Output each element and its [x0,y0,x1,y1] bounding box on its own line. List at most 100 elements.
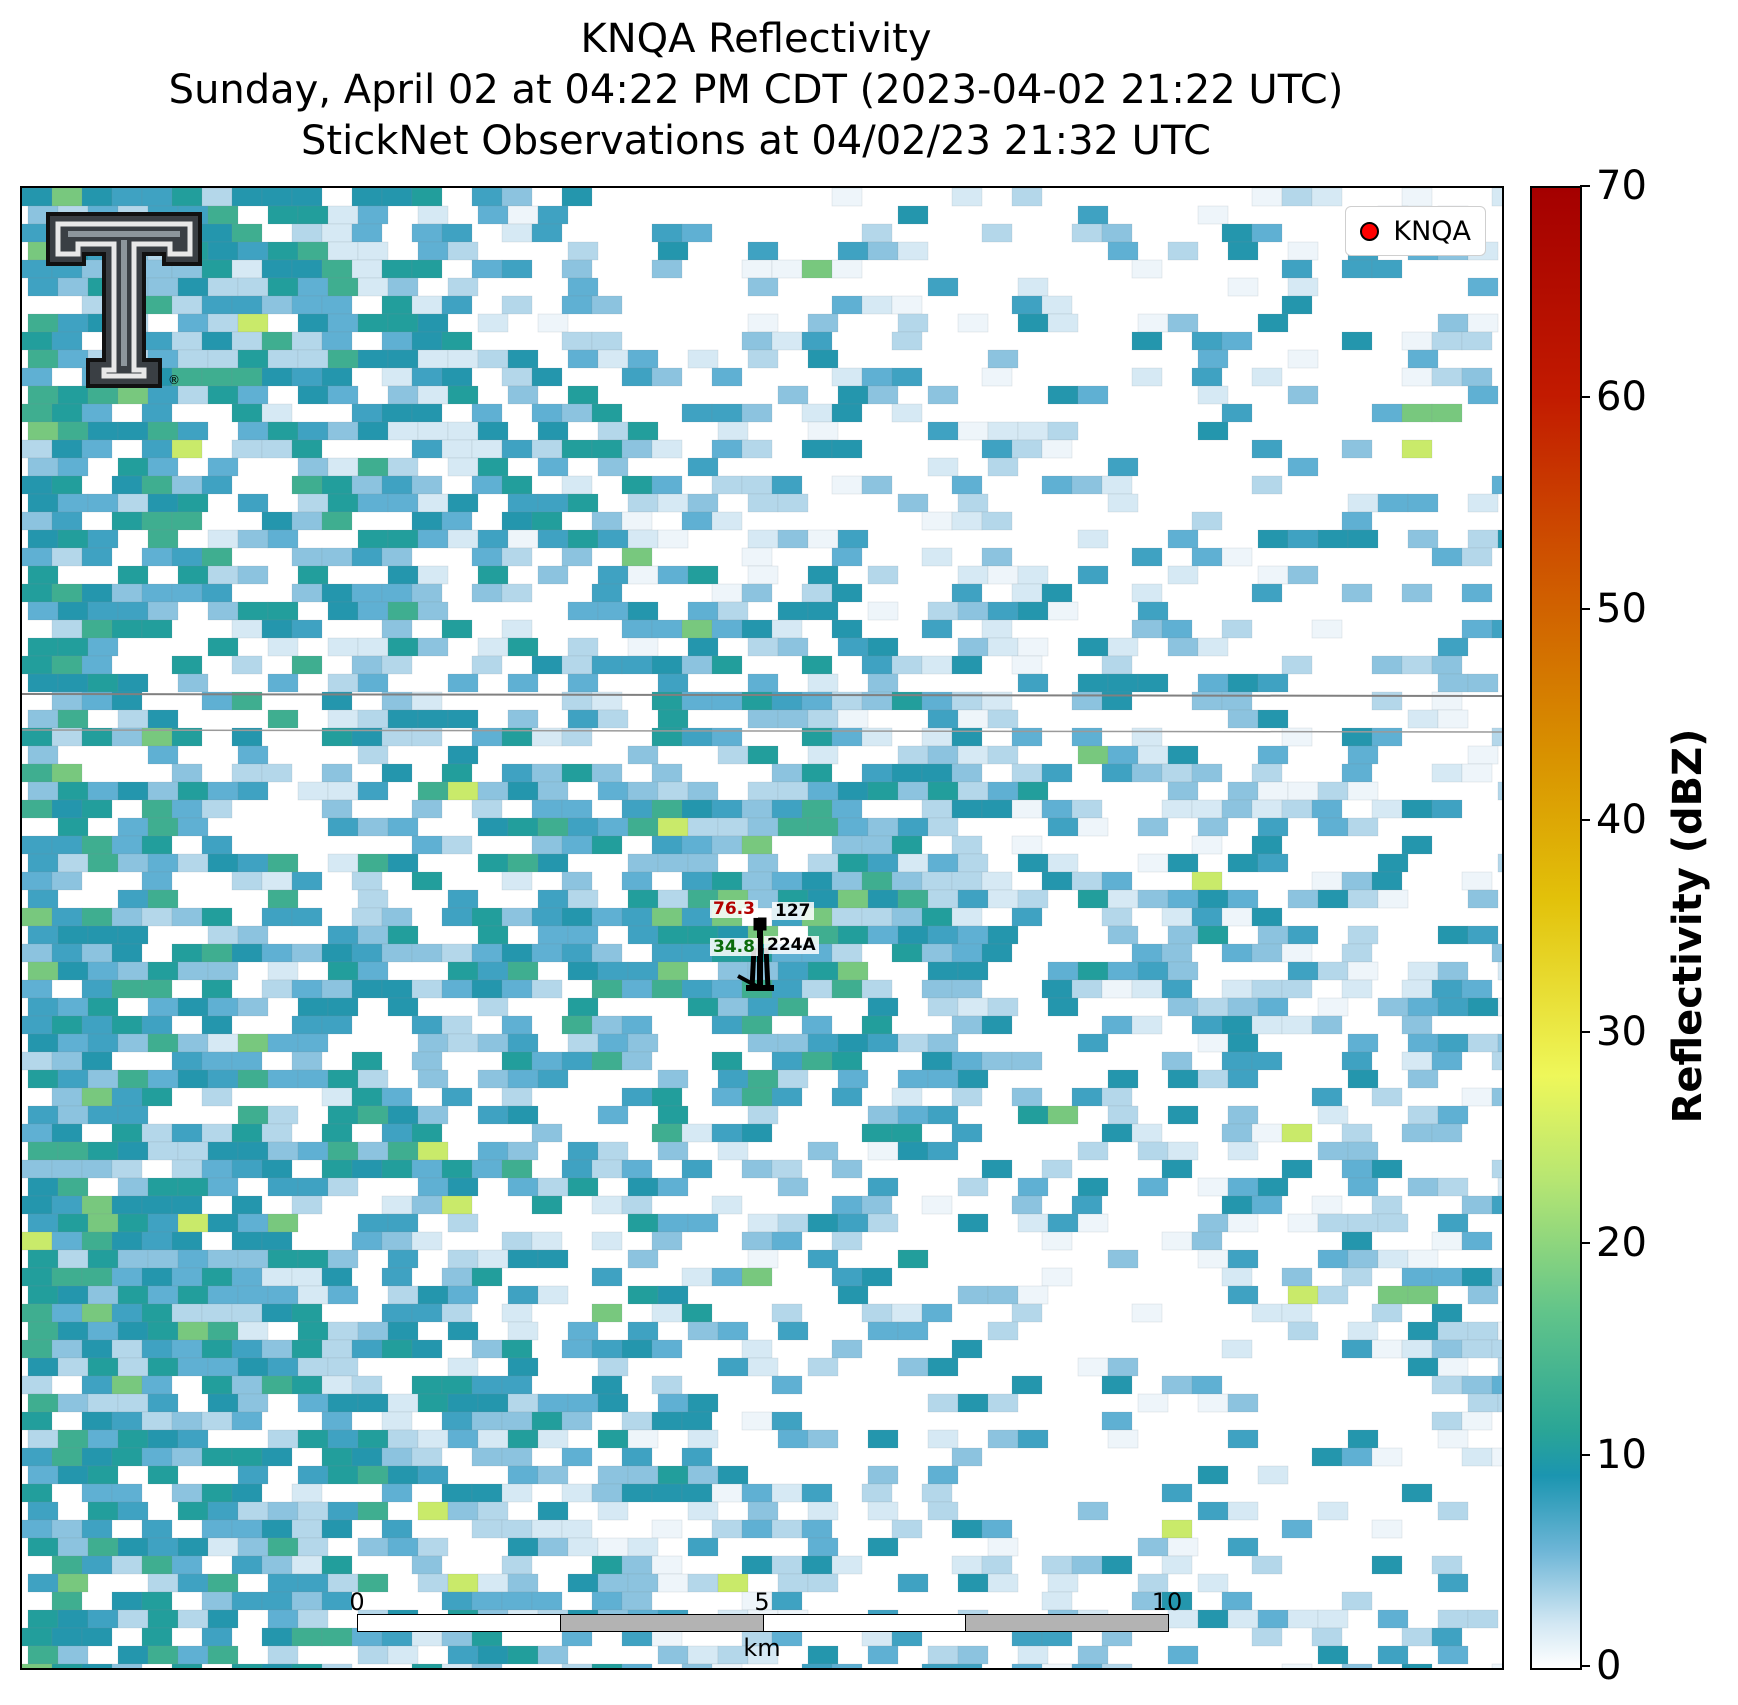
radar-gate-cell [22,835,53,855]
radar-gate-cell [471,1159,503,1179]
radar-gate-cell [237,1249,269,1269]
radar-gate-cell [957,853,989,873]
radar-gate-cell [1407,1249,1439,1269]
radar-gate-cell [1101,223,1133,243]
radar-gate-cell [447,493,479,513]
radar-gate-cell [597,817,629,837]
radar-gate-cell [771,475,803,495]
radar-gate-cell [1377,889,1409,909]
radar-gate-cell [1047,1105,1079,1125]
radar-gate-cell [111,1159,143,1179]
radar-gate-cell [111,188,143,207]
colorbar-tick-label: 60 [1596,374,1647,421]
radar-gate-cell [291,439,323,459]
radar-gate-cell [231,259,263,279]
radar-gate-cell [687,997,719,1017]
radar-gate-cell [1167,1645,1199,1665]
radar-gate-cell [27,493,59,513]
radar-gate-cell [87,1285,119,1305]
radar-gate-cell [237,349,269,369]
radar-gate-cell [22,1339,53,1359]
radar-gate-cell [987,745,1019,765]
radar-gate-cell [201,1627,233,1647]
radar-gate-cell [387,1645,419,1665]
radar-gate-cell [1227,889,1259,909]
title-line-1: KNQA Reflectivity [580,16,932,62]
radar-gate-cell [22,1483,53,1503]
radar-gate-cell [1137,601,1169,621]
radar-gate-cell [177,1177,209,1197]
radar-gate-cell [681,1447,713,1467]
radar-gate-cell [207,385,239,405]
radar-gate-cell [1197,349,1229,369]
radar-gate-cell [777,529,809,549]
radar-gate-cell [1011,799,1043,819]
radar-gate-cell [981,1015,1013,1035]
radar-gate-cell [117,1105,149,1125]
radar-gate-cell [237,781,269,801]
radar-gate-cell [477,1393,509,1413]
radar-gate-cell [387,637,419,657]
radar-gate-cell [27,457,59,477]
radar-gate-cell [297,349,329,369]
radar-gate-cell [387,1393,419,1413]
radar-gate-cell [1371,871,1403,891]
radar-gate-cell [651,943,683,963]
radar-gate-cell [867,1501,899,1521]
radar-gate-cell [747,817,779,837]
radar-gate-cell [417,241,449,261]
radar-gate-cell [927,457,959,477]
radar-gate-cell [1197,817,1229,837]
radar-gate-cell [291,223,323,243]
radar-gate-cell [117,1393,149,1413]
radar-gate-cell [117,961,149,981]
radar-gate-cell [27,781,59,801]
radar-gate-cell [201,188,233,207]
radar-gate-cell [1251,1051,1283,1071]
radar-gate-cell [1287,349,1319,369]
radar-gate-cell [981,1519,1013,1539]
radar-gate-cell [147,817,179,837]
radar-gate-cell [27,889,59,909]
radar-gate-cell [1347,493,1379,513]
radar-gate-cell [207,565,239,585]
radar-gate-cell [387,277,419,297]
radar-gate-cell [1221,331,1253,351]
radar-gate-cell [477,817,509,837]
radar-gate-cell [357,1537,389,1557]
radar-gate-cell [921,1195,953,1215]
radar-gate-cell [261,979,293,999]
radar-gate-cell [381,475,413,495]
radar-gate-cell [177,1357,209,1377]
radar-gate-cell [1257,529,1289,549]
radar-gate-cell [1317,1141,1349,1161]
radar-gate-cell [51,1555,83,1575]
radar-gate-cell [627,1465,659,1485]
radar-gate-cell [597,349,629,369]
radar-gate-cell [177,1249,209,1269]
radar-gate-cell [1281,943,1313,963]
radar-gate-cell [441,907,473,927]
radar-gate-cell [1287,1285,1319,1305]
radar-gate-cell [22,1519,53,1539]
radar-gate-cell [507,205,539,225]
radar-gate-cell [237,1393,269,1413]
radar-gate-cell [1161,763,1193,783]
radar-gate-cell [267,1069,299,1089]
radar-gate-cell [327,1285,359,1305]
radar-gate-cell [171,1339,203,1359]
radar-gate-cell [321,1015,353,1035]
radar-gate-cell [1317,1645,1349,1665]
radar-gate-cell [837,925,869,945]
radar-gate-cell [501,511,533,531]
radar-gate-cell [627,529,659,549]
radar-gate-cell [1197,1393,1229,1413]
radar-gate-cell [1467,673,1499,693]
radar-gate-cell [651,1123,683,1143]
radar-gate-cell [807,961,839,981]
radar-gate-cell [177,1573,209,1593]
radar-gate-cell [771,1159,803,1179]
radar-gate-cell [1281,1123,1313,1143]
radar-gate-cell [981,511,1013,531]
radar-gate-cell [1497,1357,1502,1377]
